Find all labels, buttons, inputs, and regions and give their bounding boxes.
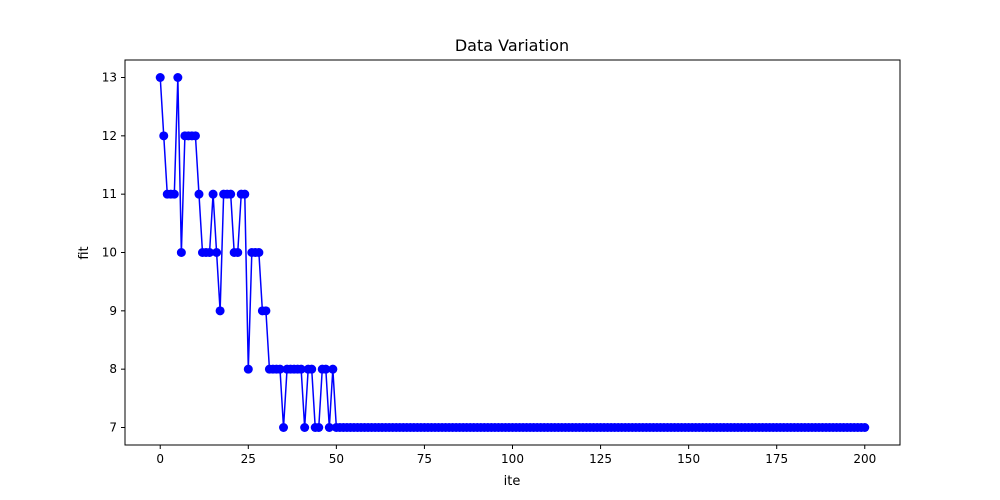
data-point bbox=[212, 248, 222, 257]
data-point bbox=[860, 423, 870, 432]
data-point bbox=[279, 423, 289, 432]
data-point bbox=[324, 423, 334, 432]
x-tick-label: 150 bbox=[677, 452, 700, 466]
y-tick-label: 13 bbox=[102, 71, 117, 85]
y-tick-label: 12 bbox=[102, 129, 117, 143]
data-point bbox=[176, 248, 186, 257]
y-tick-label: 8 bbox=[109, 362, 117, 376]
y-axis: 7 8 9 10 11 12 13 bbox=[102, 71, 125, 435]
x-tick-label: 175 bbox=[765, 452, 788, 466]
data-point bbox=[190, 131, 200, 141]
data-point bbox=[173, 73, 183, 82]
data-point bbox=[307, 364, 317, 374]
data-point bbox=[328, 364, 338, 374]
data-point bbox=[275, 364, 285, 374]
y-tick-label: 11 bbox=[102, 187, 117, 201]
data-point bbox=[296, 364, 306, 374]
data-point bbox=[243, 364, 253, 374]
y-tick-label: 7 bbox=[109, 421, 117, 435]
data-point bbox=[169, 189, 179, 199]
data-point bbox=[226, 189, 236, 199]
data-point bbox=[233, 248, 243, 257]
chart-title: Data Variation bbox=[455, 36, 569, 55]
x-tick-label: 50 bbox=[329, 452, 344, 466]
data-point bbox=[261, 306, 271, 316]
y-tick-label: 9 bbox=[109, 304, 117, 318]
x-axis-label: ite bbox=[504, 474, 521, 489]
data-point bbox=[300, 423, 310, 432]
x-tick-label: 200 bbox=[853, 452, 876, 466]
x-axis: 0 25 50 75 100 125 150 175 200 bbox=[156, 445, 876, 466]
data-point bbox=[321, 364, 331, 374]
data-point bbox=[314, 423, 324, 432]
data-point bbox=[155, 73, 165, 82]
data-point bbox=[194, 189, 204, 199]
data-point bbox=[254, 248, 264, 257]
data-point bbox=[159, 131, 169, 141]
data-point bbox=[215, 306, 225, 316]
y-axis-label: fit bbox=[77, 246, 92, 259]
series-line bbox=[159, 77, 865, 429]
x-tick-label: 0 bbox=[156, 452, 164, 466]
data-point bbox=[240, 189, 250, 199]
x-tick-label: 125 bbox=[589, 452, 612, 466]
x-tick-label: 100 bbox=[501, 452, 524, 466]
data-point bbox=[208, 189, 218, 199]
data-point bbox=[205, 248, 215, 257]
y-tick-label: 10 bbox=[102, 246, 117, 260]
plot-area bbox=[155, 73, 870, 432]
x-tick-label: 25 bbox=[241, 452, 256, 466]
x-tick-label: 75 bbox=[417, 452, 432, 466]
